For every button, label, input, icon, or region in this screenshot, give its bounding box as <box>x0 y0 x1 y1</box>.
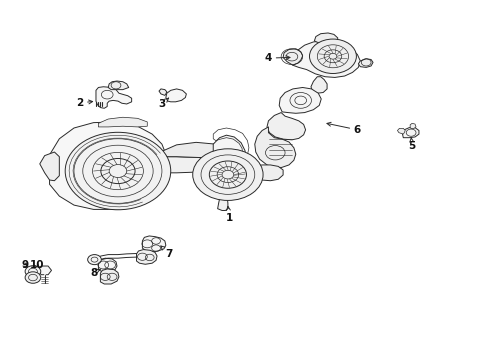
Circle shape <box>25 266 41 277</box>
PathPatch shape <box>218 194 228 211</box>
Circle shape <box>88 255 101 265</box>
PathPatch shape <box>207 135 246 194</box>
PathPatch shape <box>267 113 306 140</box>
PathPatch shape <box>402 128 419 138</box>
PathPatch shape <box>283 49 303 65</box>
PathPatch shape <box>315 33 338 43</box>
PathPatch shape <box>358 59 373 67</box>
PathPatch shape <box>410 123 416 129</box>
PathPatch shape <box>293 41 360 77</box>
Text: 8: 8 <box>90 267 100 278</box>
Text: 4: 4 <box>265 53 290 63</box>
PathPatch shape <box>137 249 157 264</box>
PathPatch shape <box>311 77 327 93</box>
Text: 2: 2 <box>76 98 93 108</box>
Text: 9: 9 <box>22 260 29 270</box>
PathPatch shape <box>40 152 59 181</box>
Polygon shape <box>38 266 51 275</box>
Text: 1: 1 <box>226 206 233 222</box>
PathPatch shape <box>253 165 283 181</box>
PathPatch shape <box>166 89 186 102</box>
PathPatch shape <box>159 89 167 95</box>
Circle shape <box>310 39 356 73</box>
PathPatch shape <box>143 236 166 252</box>
Text: 7: 7 <box>161 246 173 258</box>
PathPatch shape <box>49 122 167 210</box>
PathPatch shape <box>279 87 321 113</box>
PathPatch shape <box>157 157 235 173</box>
PathPatch shape <box>100 269 119 284</box>
Circle shape <box>25 272 41 283</box>
Text: 6: 6 <box>327 122 361 135</box>
PathPatch shape <box>255 127 296 167</box>
Text: 10: 10 <box>30 260 45 270</box>
Circle shape <box>193 149 263 201</box>
PathPatch shape <box>397 129 405 134</box>
PathPatch shape <box>162 142 235 159</box>
PathPatch shape <box>98 258 117 272</box>
Text: 3: 3 <box>158 98 169 109</box>
Circle shape <box>65 132 171 210</box>
PathPatch shape <box>98 117 147 127</box>
PathPatch shape <box>96 87 132 108</box>
PathPatch shape <box>108 81 129 90</box>
Text: 5: 5 <box>409 138 416 151</box>
